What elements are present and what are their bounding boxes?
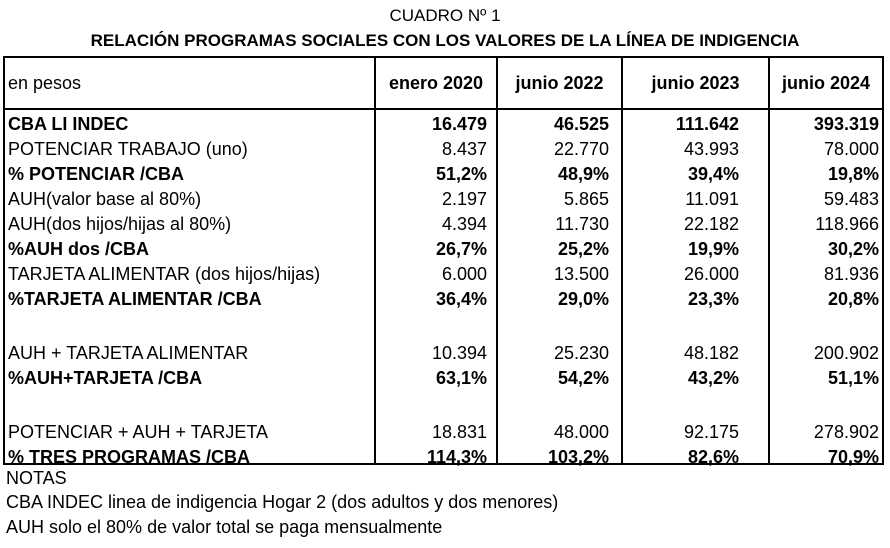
column-divider (374, 58, 376, 463)
cell-value: 26.000 (683, 264, 739, 284)
column-header: junio 2024 (781, 73, 871, 93)
cell-value: 63,1% (435, 368, 487, 388)
cell-value: 48,9% (557, 164, 609, 184)
row-label: % TRES PROGRAMAS /CBA (8, 447, 251, 467)
cell-value: 39,4% (687, 164, 739, 184)
cell-value: 23,3% (687, 289, 739, 309)
table-row: % POTENCIAR /CBA 51,2% 48,9% 39,4% 19,8% (5, 162, 882, 187)
table-row: AUH(valor base al 80%) 2.197 5.865 11.091 59… (5, 187, 882, 212)
cell-value: 43.993 (683, 139, 739, 159)
table-row: %TARJETA ALIMENTAR /CBA 36,4% 29,0% 23,3% 20… (5, 287, 882, 312)
cell-value: 30,2% (827, 239, 879, 259)
row-label: AUH(valor base al 80%) (8, 189, 202, 209)
table-row: POTENCIAR TRABAJO (uno) 8.437 22.770 43.993… (5, 137, 882, 162)
table-row: POTENCIAR + AUH + TARJETA 18.831 48.000 92.… (5, 420, 882, 445)
cell-value: 18.831 (431, 422, 487, 442)
cell-value: 70,9% (827, 447, 879, 467)
cell-value: 16.479 (431, 114, 487, 134)
row-label: AUH + TARJETA ALIMENTAR (8, 343, 249, 363)
cell-value: 48.000 (553, 422, 609, 442)
cell-value: 118.966 (815, 214, 879, 234)
cell-value: 20,8% (827, 289, 879, 309)
cell-value: 81.936 (823, 264, 879, 284)
cell-value: 111.642 (675, 114, 739, 134)
cell-value: 51,2% (435, 164, 487, 184)
row-label: TARJETA ALIMENTAR (dos hijos/hijas) (8, 264, 321, 284)
column-divider (768, 58, 770, 463)
cell-value: 11.730 (555, 214, 609, 234)
cell-value: 4.394 (441, 214, 487, 234)
cell-value: 13.500 (553, 264, 609, 284)
column-header: junio 2023 (651, 73, 740, 93)
cell-value: 51,1% (827, 368, 879, 388)
cell-value: 82,6% (687, 447, 739, 467)
row-label: POTENCIAR + AUH + TARJETA (8, 422, 269, 442)
table-row: CBA LI INDEC 16.479 46.525 111.642 393.319 (5, 112, 882, 137)
cell-value: 59.483 (823, 189, 879, 209)
table-title: RELACIÓN PROGRAMAS SOCIALES CON LOS VALO… (90, 31, 800, 50)
cell-value: 25,2% (557, 239, 609, 259)
column-header: enero 2020 (388, 73, 484, 93)
table-row: %AUH dos /CBA 26,7% 25,2% 19,9% 30,2% (5, 237, 882, 262)
column-header: junio 2022 (515, 73, 604, 93)
cell-value: 11.091 (685, 189, 739, 209)
table-row: % TRES PROGRAMAS /CBA 114,3% 103,2% 82,6% 70… (5, 445, 882, 470)
cell-value: 10.394 (431, 343, 487, 363)
note-line: CBA INDEC linea de indigencia Hogar 2 (d… (6, 492, 559, 512)
row-label: %AUH+TARJETA /CBA (8, 368, 203, 388)
row-label: %AUH dos /CBA (8, 239, 150, 259)
cell-value: 5.865 (563, 189, 609, 209)
row-label: POTENCIAR TRABAJO (uno) (8, 139, 248, 159)
data-table: en pesos enero 2020 junio 2022 junio 2023 j… (3, 56, 884, 467)
table-row: AUH(dos hijos/hijas al 80%) 4.394 11.730 22… (5, 212, 882, 237)
cell-value: 54,2% (557, 368, 609, 388)
cell-value: 25.230 (553, 343, 609, 363)
row-label: %TARJETA ALIMENTAR /CBA (8, 289, 262, 309)
cell-value: 114,3% (426, 447, 487, 467)
notes-heading: NOTAS (6, 468, 67, 488)
cell-value: 278.902 (813, 422, 879, 442)
cell-value: 78.000 (823, 139, 879, 159)
table-row: %AUH+TARJETA /CBA 63,1% 54,2% 43,2% 51,1% (5, 366, 882, 391)
column-divider (621, 58, 623, 463)
table-row: AUH + TARJETA ALIMENTAR 10.394 25.230 48.18… (5, 341, 882, 366)
note-line: AUH solo el 80% de valor total se paga m… (6, 517, 443, 537)
cell-value: 200.902 (813, 343, 879, 363)
cell-value: 46.525 (553, 114, 609, 134)
cell-value: 48.182 (683, 343, 739, 363)
cell-value: 19,9% (687, 239, 739, 259)
cell-value: 393.319 (813, 114, 879, 134)
cell-value: 43,2% (687, 368, 739, 388)
table-caption: CUADRO Nº 1 (389, 6, 501, 25)
cell-value: 26,7% (435, 239, 487, 259)
cell-value: 6.000 (441, 264, 487, 284)
row-label: CBA LI INDEC (8, 114, 129, 134)
cell-value: 22.182 (683, 214, 739, 234)
cell-value: 36,4% (435, 289, 487, 309)
unit-label: en pesos (8, 73, 82, 93)
cell-value: 92.175 (683, 422, 739, 442)
column-divider (496, 58, 498, 463)
table-header: en pesos enero 2020 junio 2022 junio 2023 j… (5, 58, 882, 110)
cell-value: 19,8% (827, 164, 879, 184)
cell-value: 29,0% (557, 289, 609, 309)
cell-value: 103,2% (547, 447, 609, 467)
row-label: AUH(dos hijos/hijas al 80%) (8, 214, 232, 234)
cell-value: 8.437 (441, 139, 487, 159)
cell-value: 22.770 (553, 139, 609, 159)
table-row: TARJETA ALIMENTAR (dos hijos/hijas) 6.000… (5, 262, 882, 287)
row-label: % POTENCIAR /CBA (8, 164, 185, 184)
cell-value: 2.197 (441, 189, 487, 209)
